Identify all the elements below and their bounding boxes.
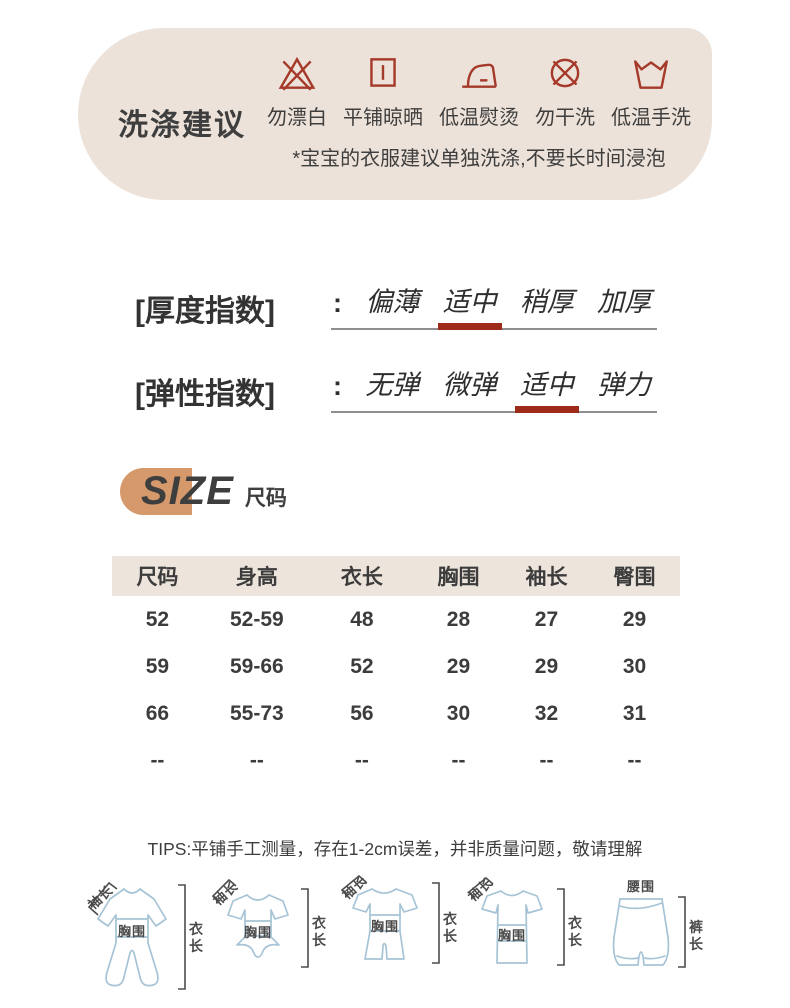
table-cell: 29 xyxy=(534,654,559,678)
table-cell: -- xyxy=(249,748,264,772)
table-cell: 59 xyxy=(145,654,170,678)
size-title-cn: 尺码 xyxy=(244,487,287,510)
table-row: 52 52-59 48 28 27 29 xyxy=(112,596,680,643)
care-label: 勿干洗 xyxy=(535,107,595,129)
care-item-hand-wash: 低温手洗 xyxy=(609,52,693,130)
table-cell: 31 xyxy=(622,701,647,725)
garment-length-label: 衣长 xyxy=(568,915,582,948)
table-cell: 30 xyxy=(446,701,471,725)
measurement-diagrams: 袖长 胸围 衣长 袖长 胸围 衣长 xyxy=(78,869,714,1006)
table-cell: 52-59 xyxy=(229,607,284,631)
wash-note: *宝宝的衣服建议单独洗涤,不要长时间浸泡 xyxy=(292,148,666,170)
thickness-option-thick: 加厚 xyxy=(597,287,651,317)
no-bleach-icon xyxy=(278,56,316,91)
size-title-en: SIZE xyxy=(141,468,234,513)
table-cell: 52 xyxy=(350,654,374,678)
table-cell: 55-73 xyxy=(229,701,284,725)
short-romper-drawing xyxy=(340,874,440,964)
table-cell: -- xyxy=(150,748,165,772)
elasticity-option-medium-active: 适中 xyxy=(514,363,579,413)
measurement-tips: TIPS:平铺手工测量，存在1-2cm误差，并非质量问题，敬请理解 xyxy=(147,839,643,859)
table-cell: -- xyxy=(451,748,466,772)
elasticity-option-stretchy: 弹力 xyxy=(597,370,651,400)
table-cell: 56 xyxy=(350,701,374,725)
diagram-short-romper: 袖长 胸围 衣长 xyxy=(332,869,459,1006)
table-cell: 30 xyxy=(622,654,647,678)
hand-wash-icon xyxy=(634,60,668,89)
care-item-flat-dry: 平铺晾晒 xyxy=(341,52,425,130)
table-cell: 29 xyxy=(622,607,647,631)
footed-romper-drawing xyxy=(87,881,186,990)
table-cell: -- xyxy=(539,748,554,772)
pants-drawing xyxy=(612,896,686,968)
table-cell: 48 xyxy=(350,607,374,631)
size-section-heading: SIZE 尺码 xyxy=(120,464,287,518)
column-header-chest: 胸围 xyxy=(413,556,504,596)
column-header-sleeve: 袖长 xyxy=(503,556,590,596)
care-item-no-dry-clean: 勿干洗 xyxy=(533,52,597,130)
garment-length-label: 衣长 xyxy=(189,921,203,954)
chest-label: 胸围 xyxy=(243,925,273,940)
waist-label: 腰围 xyxy=(626,879,656,894)
colon: : xyxy=(333,288,342,318)
diagram-tshirt: 袖长 胸围 衣长 xyxy=(459,869,586,1006)
table-row: 59 59-66 52 29 29 30 xyxy=(112,643,680,690)
garment-length-label: 衣长 xyxy=(443,911,457,944)
thickness-option-thin: 偏薄 xyxy=(365,287,420,317)
table-cell: 52 xyxy=(145,607,170,631)
column-header-hip: 臀围 xyxy=(589,556,680,596)
thickness-index-row: [厚度指数] : 偏薄 适中 稍厚 加厚 xyxy=(135,280,657,330)
table-cell: -- xyxy=(627,748,642,772)
table-cell: 59-66 xyxy=(229,654,284,678)
bodysuit-drawing xyxy=(211,878,309,968)
table-cell: 29 xyxy=(446,654,471,678)
flat-dry-icon xyxy=(370,58,396,87)
colon: : xyxy=(333,371,342,401)
chest-label: 胸围 xyxy=(117,924,147,939)
size-table: 尺码 身高 衣长 胸围 袖长 臀围 52 52-59 48 28 27 29 5… xyxy=(112,556,680,784)
elasticity-index-label: [弹性指数] xyxy=(135,378,275,411)
care-icons-row: 勿漂白 平铺晾晒 xyxy=(265,52,693,130)
tshirt-drawing xyxy=(467,876,565,966)
column-header-garment-length: 衣长 xyxy=(310,556,414,596)
column-header-height: 身高 xyxy=(202,556,311,596)
no-dry-clean-icon xyxy=(550,58,580,88)
elasticity-index-row: [弹性指数] : 无弹 微弹 适中 弹力 xyxy=(135,363,657,413)
chest-label: 胸围 xyxy=(497,928,527,943)
chest-label: 胸围 xyxy=(370,919,400,934)
elasticity-option-slight: 微弹 xyxy=(442,370,497,400)
pants-length-label: 裤长 xyxy=(689,919,703,952)
care-item-low-iron: 低温熨烫 xyxy=(437,52,521,130)
thickness-option-medium-active: 适中 xyxy=(437,280,502,330)
garment-length-label: 衣长 xyxy=(312,915,326,948)
care-item-no-bleach: 勿漂白 xyxy=(265,52,329,130)
table-row: 66 55-73 56 30 32 31 xyxy=(112,690,680,737)
care-label: 低温熨烫 xyxy=(439,107,519,129)
wash-content: 勿漂白 平铺晾晒 xyxy=(246,28,712,200)
column-header-size: 尺码 xyxy=(112,556,203,596)
table-cell: -- xyxy=(354,748,369,772)
table-cell: 66 xyxy=(145,701,170,725)
table-cell: 27 xyxy=(534,607,559,631)
care-label: 平铺晾晒 xyxy=(343,107,423,129)
diagram-footed-romper: 袖长 胸围 衣长 xyxy=(78,869,205,1006)
wash-title: 洗涤建议 xyxy=(118,109,246,142)
thickness-index-label: [厚度指数] xyxy=(135,295,275,328)
care-label: 低温手洗 xyxy=(611,107,691,129)
elasticity-index-options: : 无弹 微弹 适中 弹力 xyxy=(331,363,657,413)
size-heading-accent-block xyxy=(120,468,192,515)
diagram-bodysuit: 袖长 胸围 衣长 xyxy=(205,869,332,1006)
size-table-header-row: 尺码 身高 衣长 胸围 袖长 臀围 xyxy=(112,556,680,596)
diagram-pants: 腰围 裤长 xyxy=(586,869,713,1006)
elasticity-option-none: 无弹 xyxy=(365,370,420,400)
thickness-option-slightly-thick: 稍厚 xyxy=(519,287,574,317)
low-iron-icon xyxy=(462,63,497,88)
care-label: 勿漂白 xyxy=(267,107,327,129)
table-cell: 32 xyxy=(534,701,559,725)
wash-suggestion-box: 洗涤建议 勿漂白 xyxy=(78,28,712,200)
thickness-index-options: : 偏薄 适中 稍厚 加厚 xyxy=(331,280,657,330)
table-cell: 28 xyxy=(446,607,471,631)
table-row: -- -- -- -- -- -- xyxy=(112,737,680,784)
